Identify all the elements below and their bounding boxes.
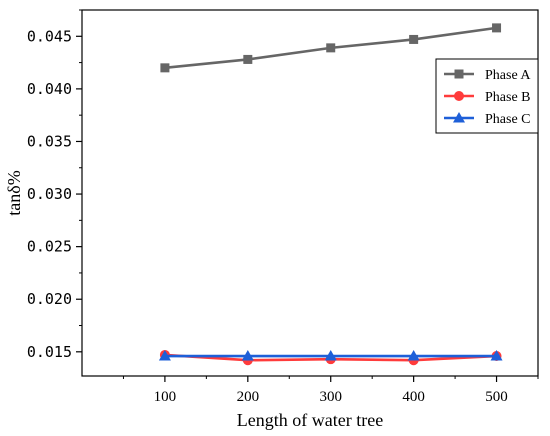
plot-frame [81,9,539,377]
legend-label: Phase A [485,68,531,83]
legend-marker [454,91,464,101]
data-point [158,350,171,361]
y-tick-label: 0.040 [27,80,72,98]
y-tick-label: 0.020 [27,290,72,308]
legend-marker [453,112,465,123]
x-tick-label: 100 [154,389,177,405]
x-tick-label: 400 [402,389,425,405]
legend-item: Phase A [444,68,531,83]
y-tick-label: 0.030 [27,185,72,203]
x-axis-ticks: 100 200 300 400 500 [122,376,539,405]
y-axis-ticks: 0.015 0.020 0.025 0.030 0.035 0.040 0.045 [27,9,82,361]
data-point [490,350,503,361]
legend-label: Phase C [485,112,531,127]
x-tick-label: 300 [319,389,342,405]
y-tick-label: 0.015 [27,343,72,361]
series-phase-a [160,23,502,73]
x-tick-label: 200 [237,389,260,405]
legend-item: Phase C [444,112,531,127]
data-point [241,350,254,361]
data-point [160,63,170,73]
legend-item: Phase B [444,90,531,105]
x-tick-label: 500 [485,389,508,405]
data-point [324,350,337,361]
legend-marker [454,69,464,79]
data-point [326,43,336,53]
y-tick-label: 0.035 [27,132,72,150]
data-point [492,23,502,33]
legend-label: Phase B [485,90,531,105]
series-layer [158,23,503,366]
data-point [409,34,419,44]
series-phase-c [158,350,503,361]
y-tick-label: 0.045 [27,27,72,45]
y-tick-label: 0.025 [27,238,72,256]
data-point [407,350,420,361]
data-point [243,54,253,64]
plot-border [81,9,539,377]
legend: Phase A Phase B Phase C [435,58,539,134]
y-axis-label: tanδ% [4,170,24,215]
x-axis-label: Length of water tree [237,410,383,430]
